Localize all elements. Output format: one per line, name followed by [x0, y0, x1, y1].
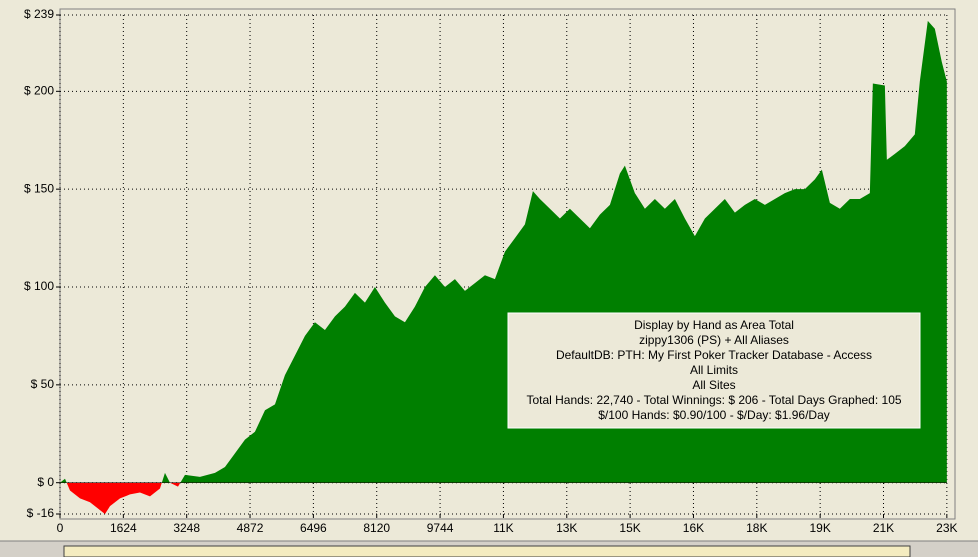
x-tick-label: 16K [683, 521, 704, 535]
x-tick-label: 21K [873, 521, 894, 535]
y-tick-label: $ 200 [24, 83, 54, 97]
x-tick-label: 6496 [300, 521, 327, 535]
annotation-line: Total Hands: 22,740 - Total Winnings: $ … [526, 393, 901, 407]
x-tick-label: 8120 [363, 521, 390, 535]
annotation-box [507, 312, 921, 429]
x-tick-label: 23K [936, 521, 957, 535]
x-tick-label: 0 [57, 521, 64, 535]
x-tick-label: 9744 [427, 521, 454, 535]
x-tick-label: 13K [556, 521, 577, 535]
y-tick-label: $ -16 [27, 506, 55, 520]
x-tick-label: 3248 [173, 521, 200, 535]
y-tick-label: $ 50 [31, 377, 55, 391]
annotation-line: All Sites [692, 378, 735, 392]
annotation-line: zippy1306 (PS) + All Aliases [639, 333, 789, 347]
annotation-line: DefaultDB: PTH: My First Poker Tracker D… [556, 348, 872, 362]
y-tick-label: $ 239 [24, 7, 54, 21]
x-tick-label: 19K [809, 521, 830, 535]
annotation-line: $/100 Hands: $0.90/100 - $/Day: $1.96/Da… [598, 408, 830, 422]
x-tick-label: 4872 [237, 521, 264, 535]
y-tick-label: $ 100 [24, 279, 54, 293]
annotation-line: Display by Hand as Area Total [634, 318, 794, 332]
y-tick-label: $ 0 [37, 475, 54, 489]
status-bar [63, 545, 911, 557]
annotation-line: All Limits [690, 363, 738, 377]
x-tick-label: 1624 [110, 521, 137, 535]
y-tick-label: $ 150 [24, 181, 54, 195]
x-tick-label: 11K [493, 521, 513, 535]
x-tick-label: 15K [619, 521, 640, 535]
x-tick-label: 18K [746, 521, 767, 535]
